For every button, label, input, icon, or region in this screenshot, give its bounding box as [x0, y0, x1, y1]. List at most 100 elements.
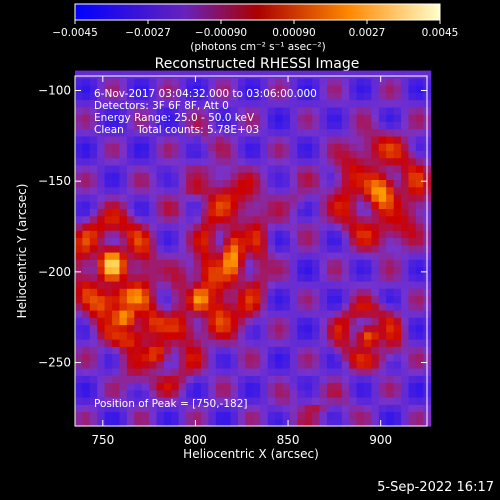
- heatmap-cell: [119, 339, 128, 347]
- heatmap-cell: [163, 237, 172, 246]
- heatmap-cell: [141, 375, 150, 384]
- heatmap-cell: [260, 77, 269, 86]
- heatmap-cell: [401, 164, 410, 173]
- heatmap-cell: [119, 237, 128, 246]
- heatmap-cell: [238, 317, 246, 326]
- heatmap-cell: [97, 222, 106, 231]
- heatmap-cell: [415, 418, 424, 427]
- heatmap-cell: [327, 99, 335, 108]
- heatmap-cell: [304, 135, 313, 144]
- heatmap-cell: [260, 331, 269, 340]
- heatmap-cell: [230, 346, 239, 355]
- heatmap-cell: [304, 368, 313, 376]
- heatmap-cell: [245, 368, 254, 376]
- heatmap-cell: [89, 288, 98, 297]
- heatmap-cell: [245, 230, 254, 238]
- heatmap-cell: [156, 77, 165, 86]
- heatmap-cell: [364, 302, 372, 311]
- heatmap-cell: [245, 324, 254, 333]
- heatmap-cell: [312, 280, 321, 289]
- heatmap-cell: [356, 128, 365, 137]
- heatmap-cell: [134, 375, 143, 384]
- heatmap-cell: [82, 375, 91, 384]
- heatmap-cell: [156, 193, 165, 202]
- heatmap-cell: [97, 295, 106, 304]
- heatmap-cell: [156, 309, 165, 318]
- heatmap-cell: [341, 382, 350, 391]
- heatmap-cell: [82, 179, 91, 188]
- heatmap-cell: [297, 266, 306, 275]
- heatmap-cell: [289, 404, 298, 413]
- heatmap-cell: [415, 339, 424, 347]
- heatmap-cell: [82, 143, 91, 151]
- heatmap-cell: [119, 70, 128, 79]
- heatmap-cell: [171, 404, 180, 413]
- heatmap-cell: [186, 331, 195, 340]
- header-line-counts: Clean Total counts: 5.78E+03: [94, 124, 260, 136]
- heatmap-cell: [97, 259, 106, 268]
- heatmap-cell: [401, 230, 410, 238]
- heatmap-cell: [104, 157, 113, 166]
- heatmap-cell: [393, 143, 402, 151]
- heatmap-cell: [89, 92, 98, 101]
- heatmap-cell: [215, 346, 224, 355]
- heatmap-cell: [149, 150, 158, 159]
- heatmap-cell: [82, 135, 91, 144]
- heatmap-cell: [156, 222, 165, 231]
- heatmap-cell: [215, 99, 224, 108]
- heatmap-cell: [282, 418, 291, 427]
- heatmap-cell: [238, 230, 246, 238]
- heatmap-cell: [297, 114, 306, 122]
- heatmap-cell: [408, 179, 417, 188]
- heatmap-cell: [371, 85, 380, 93]
- heatmap-cell: [119, 368, 128, 376]
- heatmap-cell: [126, 70, 135, 79]
- heatmap-cell: [112, 382, 121, 391]
- heatmap-cell: [163, 85, 172, 93]
- heatmap-cell: [275, 135, 284, 144]
- heatmap-cell: [126, 317, 135, 326]
- heatmap-cell: [364, 397, 372, 405]
- heatmap-cell: [386, 150, 395, 159]
- heatmap-cell: [149, 309, 158, 318]
- heatmap-cell: [297, 309, 306, 318]
- heatmap-cell: [282, 397, 291, 405]
- heatmap-cell: [75, 266, 83, 275]
- heatmap-cell: [289, 324, 298, 333]
- heatmap-cell: [282, 186, 291, 195]
- heatmap-cell: [327, 150, 335, 159]
- heatmap-cell: [415, 230, 424, 238]
- heatmap-cell: [252, 389, 261, 398]
- heatmap-cell: [319, 302, 328, 311]
- heatmap-cell: [201, 201, 209, 209]
- heatmap-cell: [163, 346, 172, 355]
- heatmap-cell: [223, 309, 232, 318]
- heatmap-cell: [75, 331, 83, 340]
- heatmap-cell: [238, 70, 246, 79]
- heatmap-cell: [304, 193, 313, 202]
- heatmap-cell: [252, 280, 261, 289]
- heatmap-cell: [341, 208, 350, 217]
- heatmap-cell: [341, 368, 350, 376]
- heatmap-cell: [364, 70, 372, 79]
- heatmap-cell: [238, 172, 246, 180]
- heatmap-cell: [252, 418, 261, 427]
- heatmap-cell: [201, 179, 209, 188]
- heatmap-cell: [297, 288, 306, 297]
- heatmap-cell: [386, 346, 395, 355]
- heatmap-cell: [334, 418, 343, 427]
- heatmap-cell: [267, 186, 276, 195]
- heatmap-cell: [171, 164, 180, 173]
- heatmap-cell: [104, 288, 113, 297]
- heatmap-cell: [141, 397, 150, 405]
- heatmap-cell: [378, 404, 387, 413]
- heatmap-cell: [126, 382, 135, 391]
- y-tick-label: −150: [38, 174, 71, 188]
- heatmap-cell: [341, 331, 350, 340]
- heatmap-cell: [349, 179, 358, 188]
- heatmap-cell: [415, 295, 424, 304]
- heatmap-cell: [238, 295, 246, 304]
- heatmap-cell: [289, 317, 298, 326]
- heatmap-cell: [260, 382, 269, 391]
- heatmap-cell: [252, 237, 261, 246]
